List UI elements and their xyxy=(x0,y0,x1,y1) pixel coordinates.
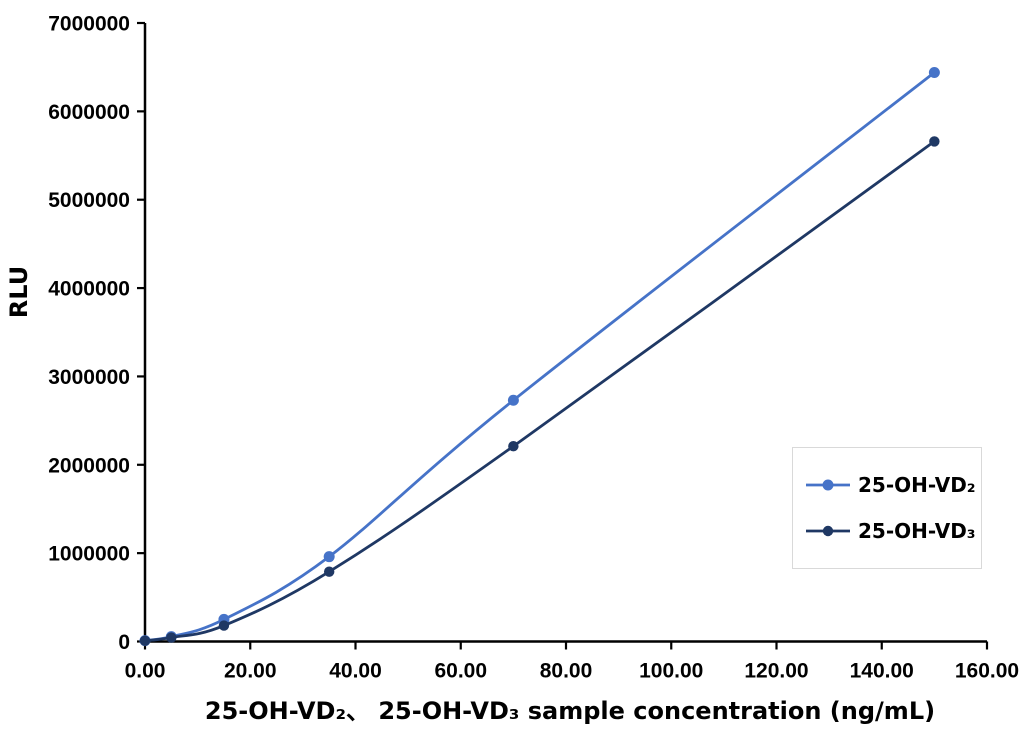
y-axis-title: RLU xyxy=(5,266,33,318)
x-tick-label: 160.00 xyxy=(955,660,1019,683)
x-tick-label: 140.00 xyxy=(850,660,914,683)
y-tick-label: 5000000 xyxy=(48,189,130,212)
y-tick-label: 2000000 xyxy=(48,454,130,477)
series-1-data-point-marker xyxy=(323,566,335,577)
y-tick-label: 6000000 xyxy=(48,101,130,124)
y-tick-label: 4000000 xyxy=(48,278,130,301)
legend-item-series-0: 25-OH-VD₂ xyxy=(805,473,981,497)
series-0-legend-marker-icon xyxy=(806,479,850,491)
axes-layer: 0 1000000 2000000 3000000 4000000 5000000 6000… xyxy=(48,13,1019,683)
series-1-data-point-marker xyxy=(929,136,940,147)
x-tick-label: 0.00 xyxy=(125,660,166,683)
x-tick-label: 100.00 xyxy=(639,660,703,683)
series-1-data-point-marker xyxy=(218,620,230,631)
legend-label-series-1: 25-OH-VD₃ xyxy=(858,519,976,543)
series-0-data-point-marker xyxy=(323,551,335,563)
series-1-data-point-marker xyxy=(508,441,519,452)
legend-item-series-1: 25-OH-VD₃ xyxy=(805,519,981,543)
x-tick-label: 120.00 xyxy=(744,660,808,683)
x-tick-label: 60.00 xyxy=(434,660,487,683)
series-1-data-point-marker xyxy=(139,635,151,646)
y-tick-label: 3000000 xyxy=(48,366,130,389)
x-tick-label: 80.00 xyxy=(540,660,593,683)
series-0-line xyxy=(143,71,936,643)
series-1-legend-marker-icon xyxy=(806,525,850,537)
series-1-data-point-marker xyxy=(166,632,177,643)
x-tick-label: 40.00 xyxy=(329,660,382,683)
series-layer xyxy=(139,66,940,647)
y-tick-label: 7000000 xyxy=(48,13,130,36)
y-tick-label: 0 xyxy=(118,631,130,654)
x-tick-label: 20.00 xyxy=(224,660,277,683)
y-tick-label: 1000000 xyxy=(48,543,130,566)
legend-label-series-0: 25-OH-VD₂ xyxy=(858,473,976,497)
x-axis-title: 25-OH-VD₂、 25-OH-VD₃ sample concentratio… xyxy=(205,697,935,725)
series-0-data-point-marker xyxy=(507,394,519,406)
legend: 25-OH-VD₂ 25-OH-VD₃ xyxy=(792,447,982,569)
series-1-line xyxy=(143,139,936,643)
series-0-data-point-marker xyxy=(928,66,940,78)
